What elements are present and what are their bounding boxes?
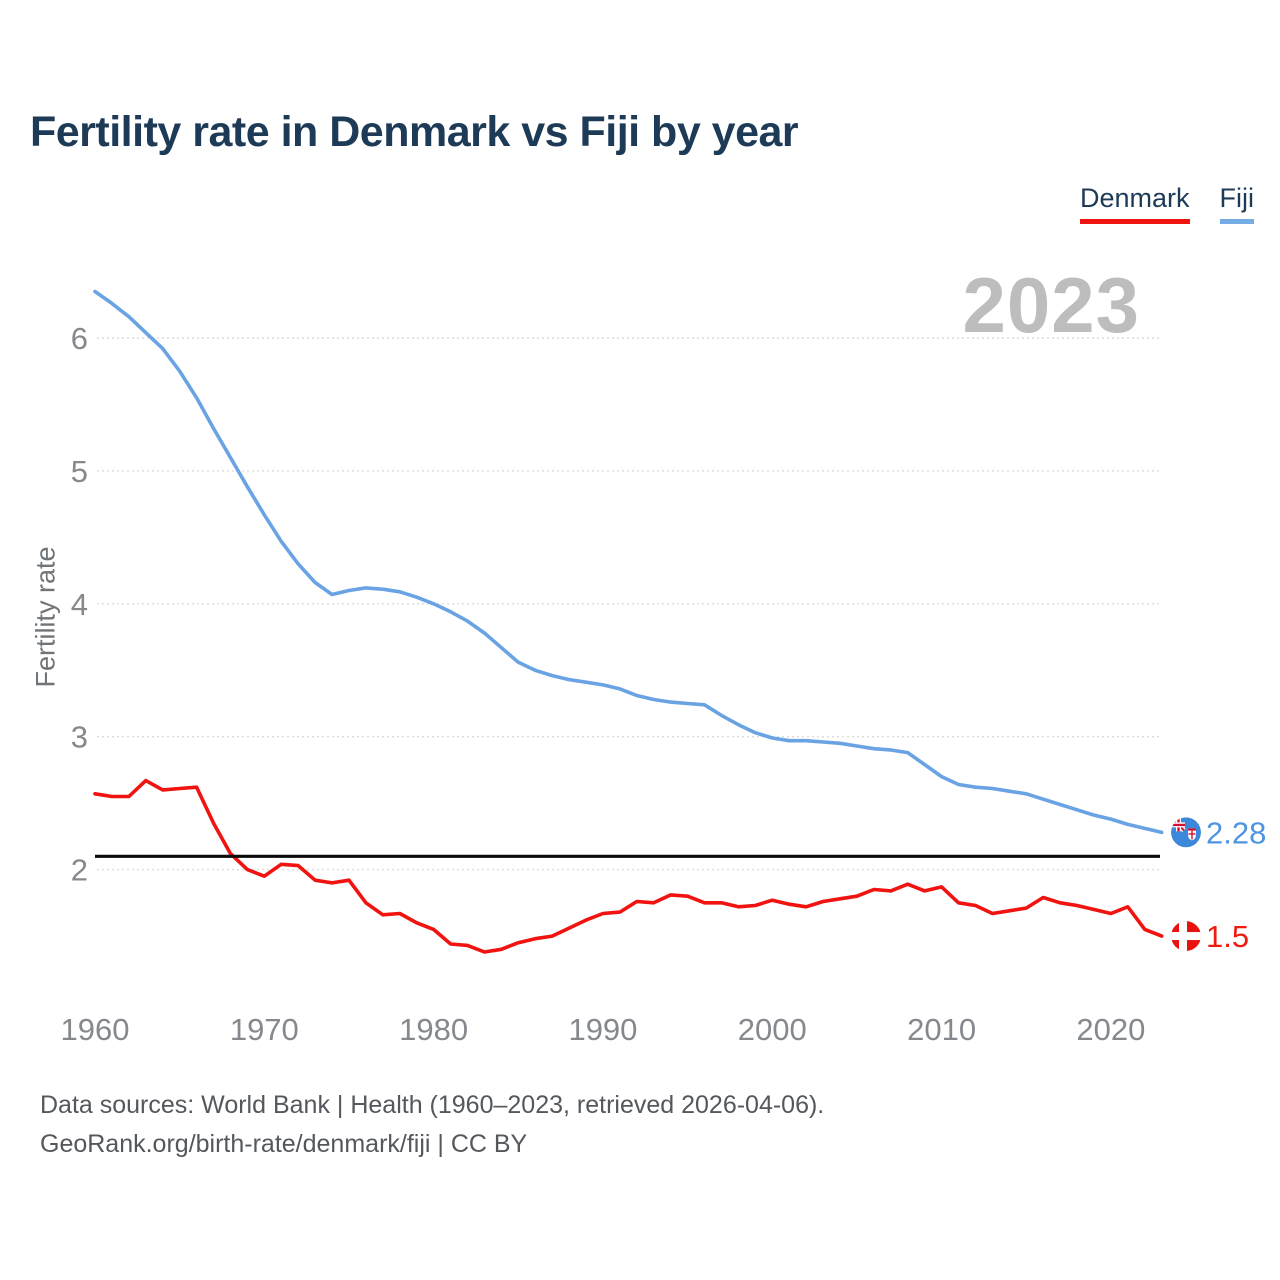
denmark-line[interactable]	[93, 778, 1164, 954]
legend: Denmark Fiji	[1079, 183, 1254, 224]
x-tick-label-1980: 1980	[399, 1012, 468, 1047]
fiji-flag-icon	[1171, 817, 1201, 848]
x-tick-label-1960: 1960	[61, 1012, 130, 1047]
y-tick-label-6: 6	[71, 321, 88, 356]
fiji-end-value: 2.28	[1206, 815, 1266, 850]
x-tick-label-2000: 2000	[738, 1012, 807, 1047]
y-tick-label-2: 2	[71, 853, 88, 888]
y-tick-label-3: 3	[71, 720, 88, 755]
denmark-end-value: 1.5	[1206, 919, 1249, 954]
legend-item-denmark[interactable]: Denmark	[1079, 183, 1190, 224]
footer-source-line: Data sources: World Bank | Health (1960–…	[40, 1091, 825, 1119]
x-tick-label-2020: 2020	[1076, 1012, 1145, 1047]
footer: Data sources: World Bank | Health (1960–…	[40, 1086, 824, 1164]
y-tick-label-5: 5	[71, 454, 88, 489]
x-tick-label-1990: 1990	[568, 1012, 637, 1047]
legend-item-fiji[interactable]: Fiji	[1219, 183, 1254, 224]
x-tick-label-2010: 2010	[907, 1012, 976, 1047]
y-axis-title: Fertility rate	[30, 546, 61, 688]
footer-attribution-line: GeoRank.org/birth-rate/denmark/fiji | CC…	[40, 1130, 528, 1158]
page-title: Fertility rate in Denmark vs Fiji by yea…	[30, 108, 799, 156]
y-tick-label-4: 4	[71, 587, 88, 622]
year-watermark: 2023	[962, 261, 1140, 349]
denmark-flag-icon	[1171, 921, 1201, 952]
fiji-line[interactable]	[93, 289, 1164, 835]
x-tick-label-1970: 1970	[230, 1012, 299, 1047]
